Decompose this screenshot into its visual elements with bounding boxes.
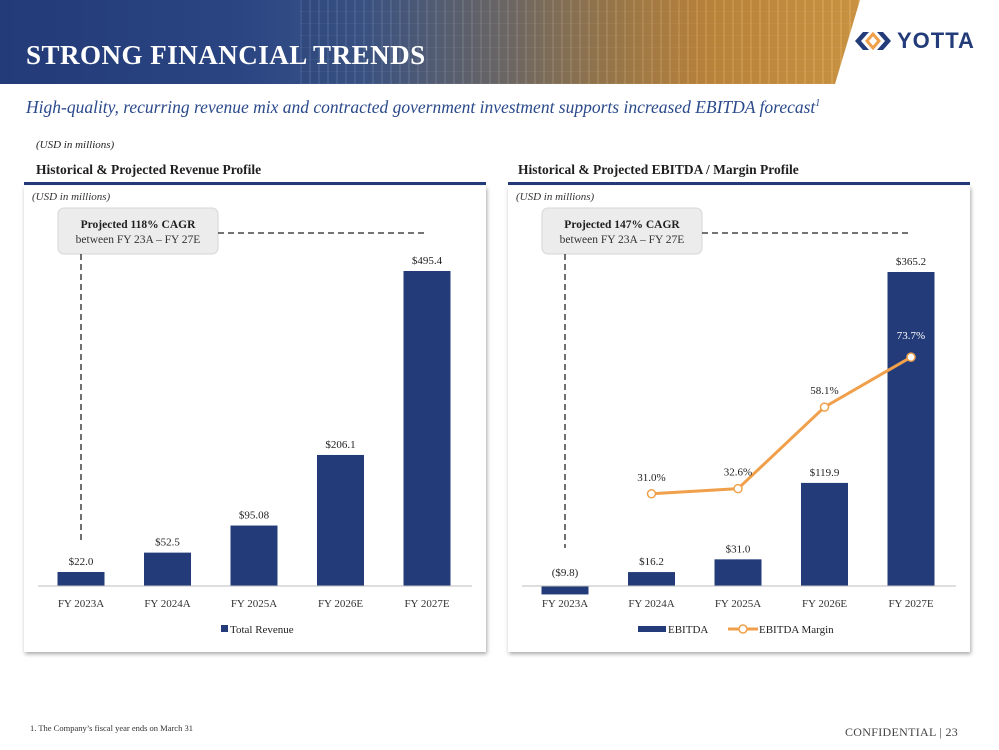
x-tick-label: FY 2024A	[628, 598, 674, 610]
chart-units-note: (USD in millions)	[516, 191, 595, 203]
ebitda-panel-title: Historical & Projected EBITDA / Margin P…	[518, 162, 799, 177]
cagr-callout-title: Projected 147% CAGR	[564, 219, 680, 231]
banner-background	[0, 0, 860, 84]
margin-value-label: 73.7%	[897, 330, 925, 342]
bar-fy-2024a	[628, 572, 675, 586]
ebitda-chart: (USD in millions) Projected 147% CAGR betw…	[516, 191, 956, 636]
bar-value-label: ($9.8)	[552, 567, 579, 579]
bar-value-label: $22.0	[69, 556, 94, 568]
confidential-page-number: CONFIDENTIAL | 23	[845, 725, 959, 739]
chart-units-note: (USD in millions)	[32, 191, 111, 203]
footnote-marker: 1	[815, 98, 821, 110]
bar-value-label: $365.2	[896, 256, 926, 268]
slide-subtitle: High-quality, recurring revenue mix and …	[26, 97, 820, 118]
margin-value-label: 31.0%	[637, 472, 665, 484]
bar-value-label: $52.5	[155, 537, 180, 549]
page-title: STRONG FINANCIAL TRENDS	[26, 40, 426, 70]
cagr-callout-title: Projected 118% CAGR	[81, 219, 196, 231]
cagr-callout-box	[541, 207, 703, 255]
bar-value-label: $95.08	[239, 510, 270, 522]
header-banner: STRONG FINANCIAL TRENDS	[0, 0, 999, 84]
bar-fy-2027e	[403, 271, 451, 586]
margin-point	[646, 489, 657, 499]
bar-fy-2027e	[887, 272, 935, 586]
bar-fy-2023a	[541, 586, 589, 595]
subtitle-text: High-quality, recurring revenue mix and …	[26, 97, 816, 117]
x-tick-label: FY 2026E	[802, 598, 847, 610]
revenue-panel-title: Historical & Projected Revenue Profile	[36, 162, 262, 177]
x-tick-label: FY 2024A	[144, 598, 190, 610]
banner-texture	[300, 0, 860, 84]
x-tick-label: FY 2023A	[58, 598, 104, 610]
margin-point	[733, 483, 743, 494]
bar-fy-2026e	[317, 454, 364, 586]
yotta-logo-icon	[855, 31, 891, 51]
revenue-chart-panel: (USD in millions) Projected 118% CAGR betw…	[24, 186, 486, 652]
bar-value-label: $31.0	[726, 543, 751, 555]
legend-label-total-revenue: Total Revenue	[230, 624, 294, 636]
bar-fy-2026e	[801, 482, 848, 586]
bar-fy-2024a	[144, 552, 191, 586]
ebitda-margin-line	[651, 355, 912, 496]
ebitda-chart-panel: (USD in millions) Projected 147% CAGR betw…	[508, 186, 970, 652]
company-logo: YOTTA	[853, 28, 975, 54]
units-note: (USD in millions)	[36, 139, 115, 151]
x-tick-label: FY 2027E	[888, 598, 933, 610]
x-tick-label: FY 2026E	[318, 598, 363, 610]
legend-label-ebitda: EBITDA	[668, 624, 708, 636]
margin-point	[819, 402, 830, 412]
margin-point	[906, 352, 916, 362]
ebitda-panel-rule	[508, 182, 970, 185]
bar-value-label: $119.9	[810, 467, 840, 479]
bar-fy-2025a	[714, 559, 762, 586]
margin-value-label: 58.1%	[810, 385, 838, 397]
margin-value-label: 32.6%	[724, 467, 752, 479]
footnote: 1. The Company’s fiscal year ends on Mar…	[30, 723, 193, 733]
legend-swatch-ebitda	[638, 626, 666, 632]
cagr-callout-subtitle: between FY 23A – FY 27E	[560, 234, 685, 246]
logo-text: YOTTA	[897, 28, 975, 53]
bar-fy-2025a	[230, 525, 278, 586]
x-tick-label: FY 2025A	[231, 598, 277, 610]
bar-value-label: $495.4	[412, 255, 443, 267]
legend-swatch-total-revenue	[221, 625, 228, 632]
bar-value-label: $206.1	[325, 439, 355, 451]
x-tick-label: FY 2027E	[404, 598, 449, 610]
revenue-panel-rule	[24, 182, 486, 185]
revenue-chart: (USD in millions) Projected 118% CAGR betw…	[32, 191, 472, 636]
x-tick-label: FY 2023A	[542, 598, 588, 610]
cagr-callout-subtitle: between FY 23A – FY 27E	[76, 234, 201, 246]
cagr-callout-box	[57, 207, 219, 255]
bar-value-label: $16.2	[639, 556, 664, 568]
bar-fy-2023a	[57, 572, 105, 586]
legend-label-ebitda-margin: EBITDA Margin	[759, 624, 834, 636]
legend-swatch-margin-marker	[738, 624, 748, 634]
x-tick-label: FY 2025A	[715, 598, 761, 610]
